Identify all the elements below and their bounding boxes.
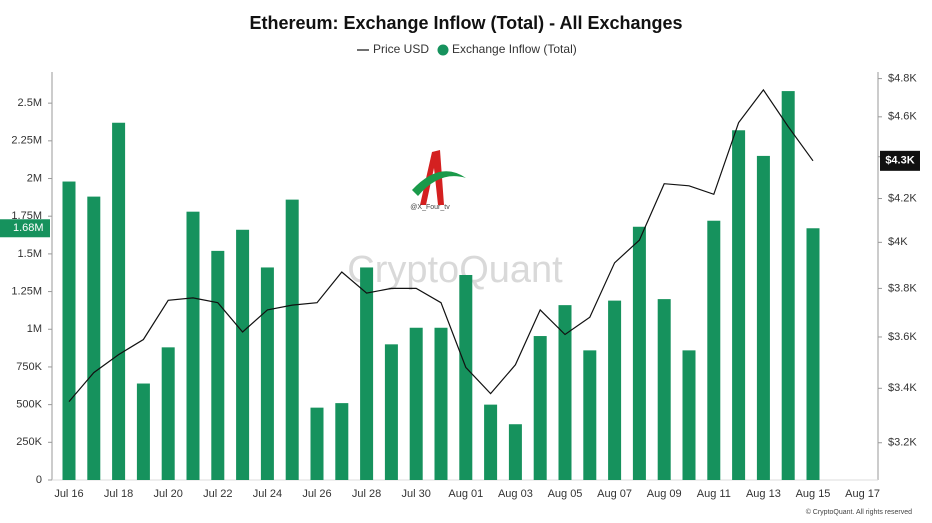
bar bbox=[756, 155, 770, 480]
bar bbox=[806, 228, 820, 480]
bar bbox=[360, 267, 374, 480]
legend-label: Price USD bbox=[373, 42, 429, 56]
bar bbox=[434, 327, 448, 480]
y2-tick-label: $4.2K bbox=[888, 192, 917, 204]
bar bbox=[384, 344, 398, 480]
bar bbox=[707, 220, 721, 480]
bar bbox=[260, 267, 274, 480]
x-tick-label: Aug 09 bbox=[647, 488, 682, 500]
legend-dot-swatch bbox=[437, 44, 449, 56]
logo-text: @X_Four_tv bbox=[410, 204, 450, 211]
bar bbox=[608, 300, 622, 480]
x-tick-label: Aug 01 bbox=[448, 488, 483, 500]
bar bbox=[87, 196, 101, 480]
bar bbox=[558, 305, 572, 480]
last-value-label: $4.3K bbox=[885, 155, 914, 167]
bar bbox=[62, 181, 76, 481]
bar bbox=[112, 122, 126, 480]
logo: @X_Four_tv bbox=[410, 150, 466, 211]
bar bbox=[533, 336, 547, 480]
x-tick-label: Jul 16 bbox=[54, 488, 83, 500]
x-tick-label: Aug 17 bbox=[845, 488, 880, 500]
bar bbox=[310, 407, 324, 480]
y-tick-label: 500K bbox=[16, 399, 42, 411]
x-tick-label: Aug 15 bbox=[796, 488, 831, 500]
x-tick-label: Aug 13 bbox=[746, 488, 781, 500]
y-tick-label: 0 bbox=[36, 474, 42, 486]
bar bbox=[657, 299, 671, 480]
y-tick-label: 1.5M bbox=[18, 248, 42, 260]
y-tick-label: 750K bbox=[16, 361, 42, 373]
x-tick-label: Jul 30 bbox=[402, 488, 431, 500]
y2-tick-label: $3.6K bbox=[888, 331, 917, 343]
y-tick-label: 250K bbox=[16, 436, 42, 448]
y-tick-label: 1.25M bbox=[11, 285, 42, 297]
x-tick-label: Aug 11 bbox=[697, 488, 731, 500]
y-tick-label: 2M bbox=[27, 172, 42, 184]
bar bbox=[186, 211, 200, 480]
copyright: © CryptoQuant. All rights reserved bbox=[806, 508, 912, 516]
bar bbox=[781, 91, 795, 480]
y-tick-label: 2.25M bbox=[11, 135, 42, 147]
x-tick-label: Jul 20 bbox=[154, 488, 183, 500]
watermark: CryptoQuant bbox=[347, 249, 563, 291]
y-tick-label: 1M bbox=[27, 323, 42, 335]
last-value-label: 1.68M bbox=[13, 222, 44, 234]
y2-tick-label: $3.8K bbox=[888, 282, 917, 294]
bar bbox=[508, 424, 522, 480]
x-tick-label: Jul 28 bbox=[352, 488, 381, 500]
bar bbox=[136, 383, 150, 480]
bar bbox=[682, 350, 696, 480]
last-value-box bbox=[0, 219, 50, 238]
y-tick-label: 1.75M bbox=[11, 210, 42, 222]
y2-tick-label: $4.8K bbox=[888, 73, 917, 85]
x-tick-label: Jul 26 bbox=[302, 488, 331, 500]
bar bbox=[409, 327, 423, 480]
bar bbox=[285, 199, 299, 480]
bar bbox=[459, 274, 473, 480]
x-tick-label: Aug 05 bbox=[548, 488, 583, 500]
x-tick-label: Jul 18 bbox=[104, 488, 133, 500]
last-value-box bbox=[880, 150, 920, 171]
bar bbox=[484, 404, 498, 480]
x-tick-label: Jul 24 bbox=[253, 488, 282, 500]
bar bbox=[632, 226, 646, 480]
x-tick-label: Aug 03 bbox=[498, 488, 533, 500]
bar bbox=[161, 347, 175, 480]
x-tick-label: Jul 22 bbox=[203, 488, 232, 500]
y2-tick-label: $4.6K bbox=[888, 111, 917, 123]
bar bbox=[335, 403, 349, 480]
chart-title: Ethereum: Exchange Inflow (Total) - All … bbox=[249, 13, 682, 33]
price-line bbox=[68, 88, 814, 402]
legend-label: Exchange Inflow (Total) bbox=[452, 42, 577, 56]
x-tick-label: Aug 07 bbox=[597, 488, 632, 500]
bar bbox=[732, 130, 746, 480]
y2-tick-label: $3.4K bbox=[888, 382, 917, 394]
bar bbox=[211, 250, 225, 480]
bar bbox=[236, 229, 250, 480]
bar bbox=[583, 350, 597, 480]
y2-tick-label: $4K bbox=[888, 236, 908, 248]
y-tick-label: 2.5M bbox=[18, 97, 42, 109]
y2-tick-label: $3.2K bbox=[888, 437, 917, 449]
